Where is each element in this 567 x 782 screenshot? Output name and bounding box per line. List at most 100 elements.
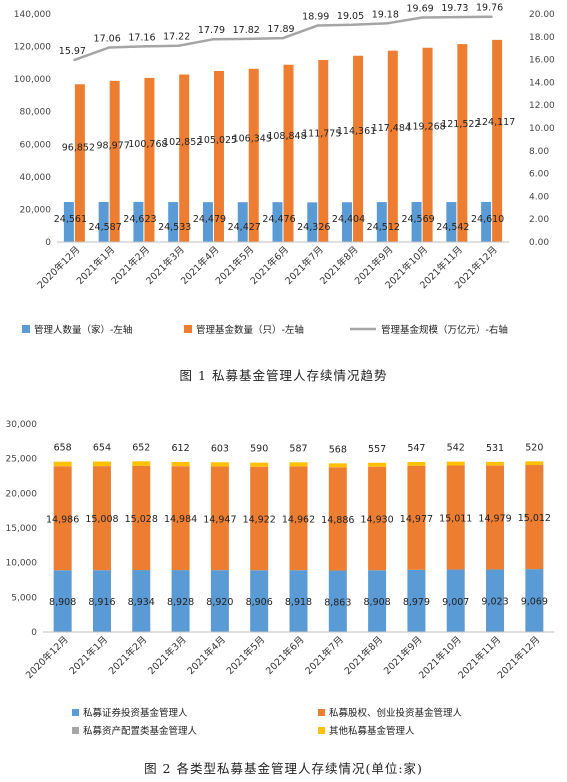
bar-segment-equity-vc [171,466,190,571]
data-label-funds: 106,345 [233,134,272,145]
bar-segment-securities [486,569,505,632]
bar-segment-other [53,461,72,467]
data-label-securities: 9,069 [521,597,548,608]
right-axis-tick: 0.00 [529,238,549,248]
left-axis-tick: 140,000 [14,10,51,20]
bar-segment-equity-vc [250,466,269,571]
left-axis-tick: 20,000 [20,205,52,215]
right-axis-tick: 8.00 [529,147,549,157]
bar-segment-securities [407,569,426,632]
data-label-other: 590 [250,444,268,455]
line-point-fund-scale [386,22,389,25]
bar-funds [213,70,224,242]
data-label-funds: 117,484 [372,123,411,134]
legend-label-funds: 管理基金数量（只）-左轴 [196,324,304,336]
data-label-managers: 24,476 [262,214,295,225]
category-label: 2021年9月 [381,634,424,677]
bar-segment-other [92,461,111,467]
bar-funds [387,50,398,242]
data-label-funds: 96,852 [62,143,95,154]
bar-managers [133,201,144,242]
bar-funds [109,80,120,242]
bar-segment-equity-vc [289,466,308,571]
data-label-other: 654 [93,443,111,454]
bar-segment-equity-vc [210,466,229,571]
data-label-other: 568 [329,444,347,455]
bar-segment-securities [92,570,111,632]
bar-managers [237,202,248,242]
data-label-fund-scale: 17.82 [233,25,260,36]
data-label-other: 603 [211,443,229,454]
data-label-fund-scale: 19.73 [441,3,468,14]
data-label-other: 520 [525,442,543,453]
legend-swatch-funds [184,325,192,333]
data-label-equity-vc: 14,886 [321,515,354,526]
data-label-funds: 100,768 [128,139,167,150]
legend-label-equity-vc: 私募股权、创业投资基金管理人 [329,707,463,719]
bar-funds [144,77,155,242]
data-label-equity-vc: 14,922 [243,515,276,526]
legend-swatch-other [318,727,325,734]
data-label-funds: 121,522 [441,119,480,130]
bar-segment-securities [368,570,387,632]
bar-segment-equity-vc [446,465,465,570]
line-point-fund-scale [107,46,111,49]
right-axis-tick: 18.00 [529,33,555,43]
bar-segment-equity-vc [525,465,544,570]
data-label-equity-vc: 14,930 [360,514,393,525]
bar-funds [179,74,190,242]
data-label-securities: 8,979 [403,597,430,608]
bar-managers [342,202,353,242]
data-label-securities: 8,916 [88,597,115,608]
line-point-fund-scale [212,37,215,41]
bar-segment-securities [171,570,190,632]
data-label-securities: 9,023 [481,597,508,608]
category-label: 2021年1月 [67,634,110,677]
data-label-funds: 124,117 [476,117,515,128]
data-label-fund-scale: 17.06 [94,34,121,45]
bar-managers [411,201,422,242]
data-label-funds: 119,268 [406,121,445,132]
right-axis-tick: 10.00 [529,124,555,134]
data-label-fund-scale: 19.69 [406,4,433,15]
data-label-other: 547 [407,443,425,454]
data-label-fund-scale: 19.76 [476,3,503,14]
category-label: 2021年6月 [263,634,306,677]
data-label-securities: 8,928 [167,597,194,608]
bar-segment-other [289,462,308,467]
bar-segment-equity-vc [368,466,387,571]
line-point-fund-scale [455,15,459,19]
left-axis-tick: 80,000 [20,108,52,118]
data-label-managers: 24,479 [193,214,226,225]
y-axis-tick: 0 [31,628,37,638]
data-label-other: 658 [54,443,72,454]
bar-managers [63,202,74,242]
category-label: 2021年8月 [342,634,385,677]
bar-segment-other [132,461,151,466]
chart-1: 图 1 私募基金管理人存续情况趋势 0 20,000 40,000 60,000 80,… [14,3,555,383]
data-label-securities: 8,908 [49,597,76,608]
category-label: 2021年5月 [224,634,267,677]
category-label: 2020年12月 [23,634,71,682]
line-point-fund-scale [316,24,319,27]
y-axis-tick: 5,000 [11,593,37,603]
bar-segment-other [328,463,347,468]
chart-2-caption: 图 2 各类型私募基金管理人存续情况(单位:家) [144,761,423,776]
right-axis-tick: 6.00 [529,170,549,180]
bar-segment-securities [250,570,269,632]
y-axis-tick: 30,000 [6,420,38,430]
data-label-equity-vc: 14,947 [203,514,236,525]
right-axis-tick: 16.00 [529,56,555,66]
bar-segment-securities [289,570,308,632]
bar-funds [457,44,468,242]
data-label-managers: 24,610 [471,214,504,225]
bar-managers [168,202,179,242]
bar-funds [492,39,503,242]
bar-managers [98,201,109,242]
data-label-funds: 114,361 [337,126,376,137]
legend-label-asset-allocation: 私募资产配置类基金管理人 [83,725,198,737]
data-label-fund-scale: 17.22 [163,32,190,43]
legend-swatch-equity-vc [318,709,325,716]
data-label-managers: 24,404 [332,214,365,225]
data-label-equity-vc: 14,979 [478,514,511,525]
